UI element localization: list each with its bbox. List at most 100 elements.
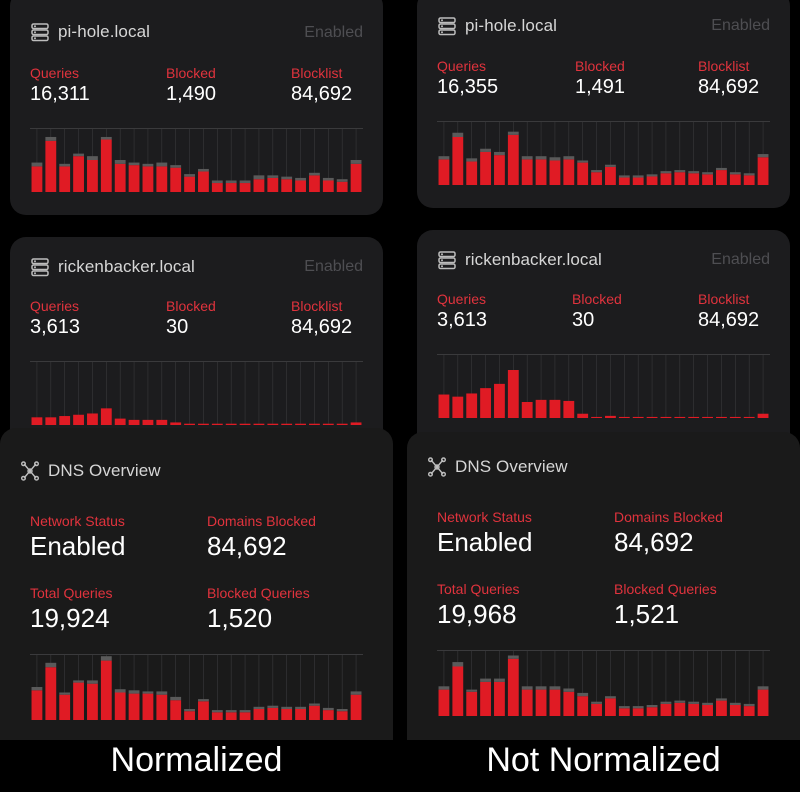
status-label: Enabled [304,258,363,275]
query-chart [437,121,770,185]
chart-bar [73,414,84,425]
chart-bar-cap [59,692,71,695]
chart-bar [494,681,505,716]
dns-overview-card[interactable]: DNS Overview Network Status Enabled Doma… [0,428,393,740]
total-queries-value: 19,924 [30,603,110,633]
chart-bar-cap [480,148,491,152]
bar-chart-svg [30,128,363,192]
blocklist-label: Blocklist [291,65,343,81]
pihole-card[interactable]: pi-hole.local Enabled Queries 16,311 Blo… [10,0,383,215]
chart-bar-cap [605,696,616,699]
chart-bar-cap [31,162,43,167]
chart-bar [87,160,98,192]
chart-bar [45,140,57,192]
chart-bar [577,696,589,716]
chart-bar [281,709,293,720]
blocklist-value: 84,692 [291,83,353,105]
chart-bar [225,423,237,425]
blocked-queries-value: 1,520 [207,603,273,633]
query-chart [437,354,770,418]
bar-chart-svg [437,650,770,716]
chart-bar [702,174,713,185]
chart-bar-cap [322,177,334,181]
chart-bar-cap [507,131,519,135]
chart-bar [480,151,491,185]
chart-bar [535,159,547,185]
chart-bar [295,709,306,720]
chart-bar [549,399,561,418]
chart-bar-cap [198,699,209,702]
chart-bar [688,173,700,185]
blocklist-label: Blocklist [698,291,750,307]
chart-bar [322,710,334,720]
network-status-stat: Network Status Enabled [437,508,532,558]
rickenbacker-card[interactable]: rickenbacker.local Enabled Queries 3,613… [417,230,790,460]
chart-bar [87,413,98,425]
queries-label: Queries [30,298,80,314]
chart-bar [660,703,672,716]
chart-bar-cap [350,160,362,164]
queries-value: 16,311 [30,83,90,105]
chart-bar-cap [438,686,450,690]
blocklist-stat: Blocklist 84,692 [698,57,759,99]
chart-bar [114,692,126,720]
chart-bar [466,161,478,185]
chart-bar-cap [253,175,265,180]
chart-bar [549,689,561,716]
blocked-label: Blocked [575,58,625,74]
dns-overview-card[interactable]: DNS Overview Network Status Enabled Doma… [407,432,800,740]
blocklist-value: 84,692 [291,316,353,338]
not-normalized-column: pi-hole.local Enabled Queries 16,355 Blo… [407,0,800,740]
chart-bar-cap [170,165,182,168]
queries-value: 3,613 [30,316,81,338]
chart-bar-cap [114,160,126,164]
chart-bar [702,416,713,418]
chart-bar-cap [100,136,112,140]
chart-bar-cap [632,706,644,709]
pihole-card-header: pi-hole.local [437,12,557,40]
chart-bar-cap [267,175,279,178]
blocked-value: 30 [572,309,595,331]
chart-bar [45,667,57,720]
chart-bar [743,416,755,418]
pihole-card[interactable]: pi-hole.local Enabled Queries 16,355 Blo… [417,0,790,208]
chart-bar-cap [211,710,223,713]
chart-bar [184,176,195,192]
chart-bar [729,416,741,418]
chart-bar [239,183,251,192]
chart-bar [170,700,182,720]
card-title: DNS Overview [455,457,568,476]
chart-bar-cap [114,689,126,693]
chart-bar [322,180,334,192]
network-status-label: Network Status [437,509,532,525]
chart-bar [114,418,126,425]
chart-bar [688,703,700,716]
chart-bar [716,700,727,716]
chart-bar-cap [142,691,154,694]
chart-bar-cap [591,170,602,173]
chart-bar [646,707,658,716]
domains-blocked-value: 84,692 [207,531,287,561]
chart-bar-cap [225,180,237,184]
domains-blocked-stat: Domains Blocked 84,692 [207,512,316,562]
blocklist-value: 84,692 [698,76,760,98]
chart-bar-cap [729,702,741,705]
chart-bar [674,702,686,716]
chart-bar-cap [336,179,348,182]
status-label: Enabled [711,251,770,268]
chart-bar-cap [295,177,306,181]
chart-bar [253,179,265,192]
domains-blocked-stat: Domains Blocked 84,692 [614,508,723,558]
chart-bar-cap [142,163,154,167]
chart-bar [494,383,505,418]
chart-bar-cap [577,160,589,163]
chart-bar [605,698,616,716]
normalized-column: pi-hole.local Enabled Queries 16,311 Blo… [0,0,393,740]
blocklist-label: Blocklist [291,298,343,314]
chart-bar [577,413,589,418]
chart-bar-cap [466,158,478,162]
chart-bar [716,416,727,418]
chart-bar [225,183,237,192]
server-icon [437,16,457,36]
rickenbacker-card-header: rickenbacker.local [30,253,195,281]
